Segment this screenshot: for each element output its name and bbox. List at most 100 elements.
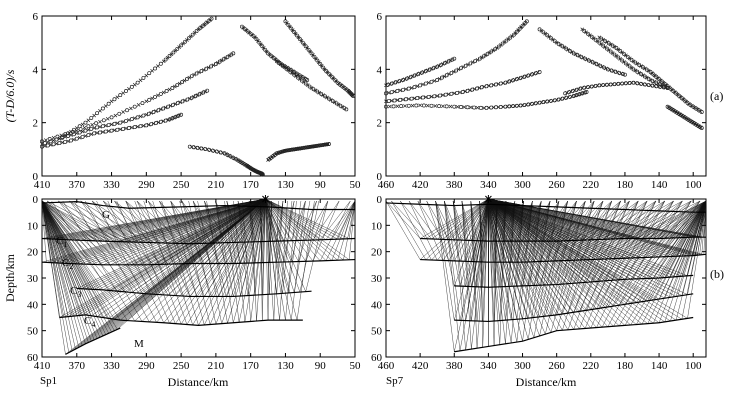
x-tick-label: 260 <box>548 360 565 372</box>
label-c3: C3 <box>70 285 81 299</box>
data-point-P-east-3 <box>266 51 271 56</box>
data-point-PC2 <box>112 121 117 126</box>
data-point-PmP <box>171 50 176 55</box>
data-point-PC2 <box>395 89 400 93</box>
data-point-PC1 <box>438 93 442 98</box>
data-point-P-east-3 <box>240 24 244 29</box>
data-point-PmP <box>406 75 411 80</box>
data-point-P-east-3 <box>305 78 310 82</box>
data-point-P-east-4 <box>631 59 636 64</box>
data-point-PC1 <box>392 98 397 103</box>
data-point-PC3 <box>184 77 189 82</box>
data-point-P-east-2 <box>342 106 347 111</box>
data-point-PC2 <box>517 26 522 31</box>
data-point-PC2 <box>502 40 507 44</box>
data-point-PmP <box>121 91 125 95</box>
data-point-P-east-4 <box>640 65 645 70</box>
x-tick-label: 300 <box>514 360 531 372</box>
data-point-P-east-4 <box>646 68 651 73</box>
data-point-P-east-2 <box>599 42 604 46</box>
x-tick-label: 340 <box>480 179 497 191</box>
data-point-P-east-3 <box>596 63 601 67</box>
data-point-P-east-4 <box>699 110 704 114</box>
data-point-PC2 <box>418 83 423 88</box>
data-point-PC2 <box>412 85 417 90</box>
data-point-P-east-2 <box>329 98 333 102</box>
data-point-P-east-4 <box>685 100 690 105</box>
data-point-Pg <box>484 105 489 110</box>
x-tick-label: 330 <box>103 179 120 191</box>
data-point-PC3 <box>101 118 106 123</box>
label-sp7: Sp7 <box>386 375 404 387</box>
x-tick-label: 410 <box>34 360 51 372</box>
data-point-Pg <box>260 172 265 177</box>
data-point-PC1 <box>449 91 454 96</box>
data-point-P-east-2 <box>639 72 644 77</box>
data-point-PC2 <box>508 35 513 40</box>
data-point-PmP <box>109 99 114 104</box>
data-point-P-east <box>326 71 331 76</box>
boundary-G <box>385 202 706 213</box>
data-point-PC2 <box>479 55 484 60</box>
data-point-P-east-2 <box>637 71 642 75</box>
data-point-PmP <box>435 64 440 69</box>
y-axis-title-bottom: Depth/km <box>3 253 17 302</box>
data-point-Pg <box>469 105 473 110</box>
data-point-PC1 <box>386 99 391 103</box>
data-point-P-east-4 <box>616 47 621 52</box>
x-tick-label: 90 <box>315 179 327 191</box>
data-point-P-east-3 <box>297 73 302 78</box>
data-point-PC1 <box>86 133 91 138</box>
x-tick-label: 370 <box>69 360 86 372</box>
data-point-P-east-2 <box>582 28 587 33</box>
data-point-PmP <box>135 80 140 85</box>
data-point-P-east <box>306 47 311 52</box>
data-point-P-east-2 <box>646 76 651 81</box>
data-point-P-east <box>319 63 324 68</box>
data-point-P-east-3 <box>562 45 567 50</box>
data-point-PmP <box>429 67 434 71</box>
data-point-PC1 <box>421 95 425 100</box>
data-point-P-east-2 <box>620 58 625 63</box>
x-tick-label: 180 <box>617 179 634 191</box>
data-point-PC3 <box>94 121 99 126</box>
y-tick-label: 40 <box>27 299 39 311</box>
data-point-PC2 <box>118 120 123 125</box>
y-axis-title-top: (T-D/6.0)/s <box>3 69 17 122</box>
data-point-PmP <box>418 71 422 76</box>
data-point-P-east-4 <box>608 42 613 47</box>
data-point-P-east-3 <box>280 62 285 67</box>
data-point-P-east-2 <box>340 105 345 109</box>
data-point-P-east-4 <box>612 44 617 49</box>
data-point-P-east-2 <box>603 45 607 49</box>
y-tick-label: 4 <box>377 64 383 76</box>
data-point-PC2 <box>83 128 88 133</box>
boundary-M <box>454 316 694 353</box>
data-point-PmP <box>450 57 455 62</box>
y-tick-label: 60 <box>371 352 383 364</box>
data-point-PC1 <box>80 134 85 139</box>
data-point-P-east-2 <box>644 75 649 80</box>
data-point-P-east-2 <box>344 107 349 112</box>
data-point-P-east-2 <box>319 91 324 96</box>
data-point-PmP <box>183 39 187 44</box>
data-point-P-east <box>297 37 302 42</box>
data-point-Pg <box>391 104 396 109</box>
data-point-PmP <box>448 58 453 63</box>
data-point-P-east-3 <box>556 41 561 46</box>
x-tick-label: 250 <box>173 360 190 372</box>
data-point-PC1 <box>57 141 62 146</box>
data-point-P-east-2 <box>635 69 640 74</box>
data-point-P-east <box>331 76 336 81</box>
x-tick-label: 140 <box>651 360 668 372</box>
data-point-P-east <box>332 77 337 82</box>
data-point-PmP <box>144 73 149 78</box>
data-point-PmP <box>83 120 88 125</box>
data-point-P-east <box>286 22 291 27</box>
data-point-P-east-2 <box>610 51 615 55</box>
data-point-PC2 <box>89 126 94 131</box>
data-point-PC2 <box>483 53 488 57</box>
data-point-PC2 <box>197 92 202 97</box>
data-point-PmP <box>194 29 199 34</box>
